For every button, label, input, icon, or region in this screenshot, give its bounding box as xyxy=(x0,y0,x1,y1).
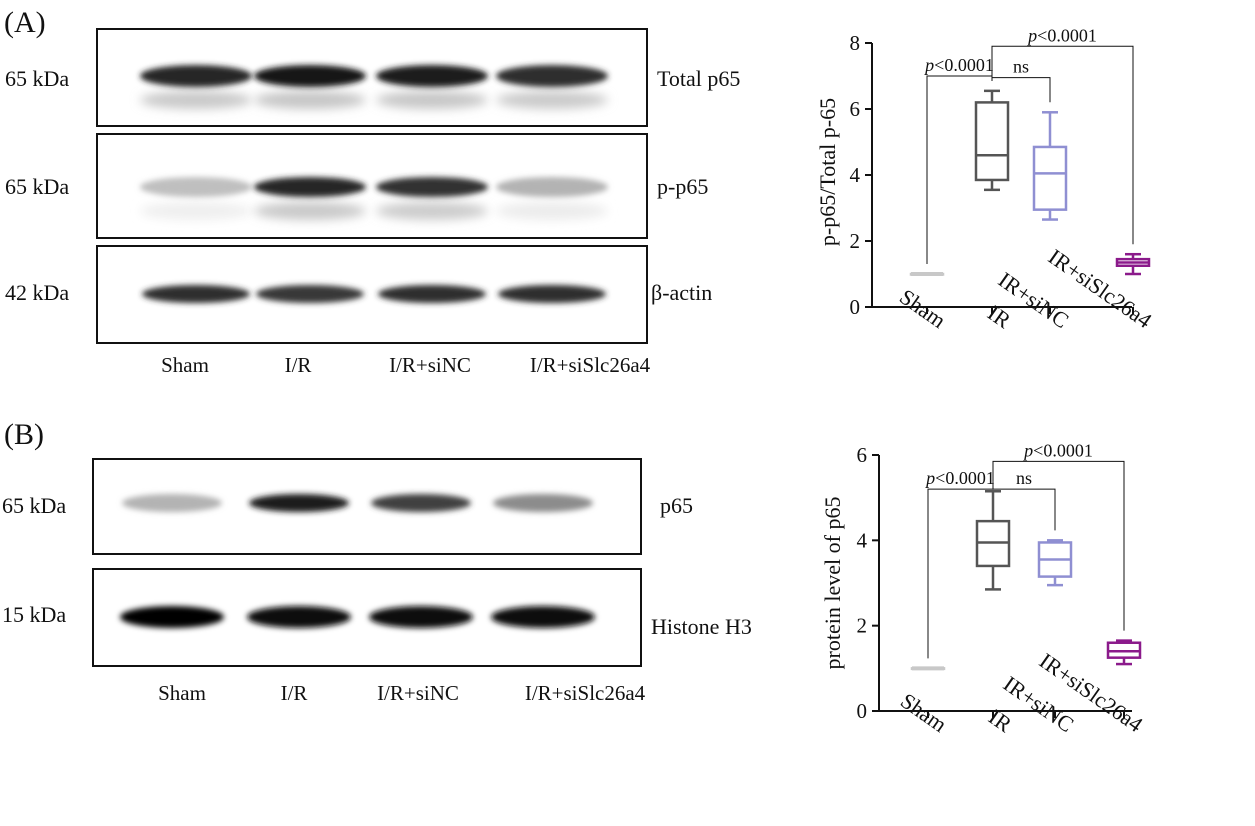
y-tick-label: 6 xyxy=(857,443,868,467)
lane-label: Sham xyxy=(161,353,209,377)
blot-band xyxy=(254,177,366,197)
blot-band xyxy=(122,494,222,512)
kda-label: 42 kDa xyxy=(5,280,69,305)
band-label: β-actin xyxy=(651,280,712,305)
panel-a-letter: (A) xyxy=(4,6,46,39)
blot-band xyxy=(491,606,595,628)
band-label: p65 xyxy=(660,493,693,518)
y-axis-label: protein level of p65 xyxy=(820,497,845,670)
significance-label: p<0.0001 xyxy=(1022,440,1093,460)
band-smear xyxy=(254,202,366,220)
y-tick-label: 0 xyxy=(857,699,868,723)
band-label: Histone H3 xyxy=(651,614,752,639)
kda-label: 15 kDa xyxy=(2,602,66,627)
blot-total-p65 xyxy=(96,28,648,127)
y-axis-label: p-p65/Total p-65 xyxy=(815,98,840,246)
lane-label: Sham xyxy=(158,681,206,705)
blot-p65 xyxy=(92,458,642,555)
significance-label: p<0.0001 xyxy=(1026,25,1097,45)
blot-band xyxy=(376,177,488,197)
blot-band xyxy=(496,177,608,197)
significance-label: ns xyxy=(1013,57,1029,77)
lane-label: I/R xyxy=(285,353,312,377)
y-tick-label: 2 xyxy=(850,229,861,253)
significance-bracket xyxy=(992,481,1056,531)
band-smear xyxy=(376,202,488,220)
blot-band xyxy=(249,494,349,512)
blot-histone-h3 xyxy=(92,568,642,667)
band-label: Total p65 xyxy=(657,66,740,91)
x-tick-label: Sham xyxy=(895,284,950,333)
blot-band xyxy=(254,65,366,87)
y-tick-label: 4 xyxy=(857,528,868,552)
significance-label: p<0.0001 xyxy=(923,55,994,75)
band-smear xyxy=(376,91,488,109)
blot-band xyxy=(140,177,252,197)
box-iqr xyxy=(974,101,1010,182)
blot-band xyxy=(376,65,488,87)
blot-band xyxy=(493,494,593,512)
x-tick-label: Sham xyxy=(896,688,951,737)
significance-bracket xyxy=(927,481,994,659)
kda-label: 65 kDa xyxy=(2,493,66,518)
blot-band xyxy=(369,606,473,628)
significance-label: p<0.0001 xyxy=(924,468,995,488)
blot-beta-actin xyxy=(96,245,648,344)
band-smear xyxy=(140,202,252,220)
lane-label: I/R+siNC xyxy=(377,681,459,705)
lane-label: I/R+siSlc26a4 xyxy=(530,353,651,377)
band-smear xyxy=(496,202,608,220)
y-tick-label: 6 xyxy=(850,97,861,121)
blot-band xyxy=(142,285,250,303)
kda-label: 65 kDa xyxy=(5,174,69,199)
blot-p-p65 xyxy=(96,133,648,239)
y-tick-label: 4 xyxy=(850,163,861,187)
blot-band xyxy=(120,606,224,628)
x-tick-label: IR xyxy=(984,704,1017,737)
x-tick-label: IR xyxy=(983,300,1016,333)
blot-band xyxy=(371,494,471,512)
blot-band xyxy=(140,65,252,87)
lane-label: I/R+siSlc26a4 xyxy=(525,681,646,705)
significance-bracket xyxy=(992,460,1125,631)
y-tick-label: 2 xyxy=(857,614,868,638)
significance-label: ns xyxy=(1016,468,1032,488)
band-smear xyxy=(496,91,608,109)
blot-band xyxy=(496,65,608,87)
band-smear xyxy=(140,91,252,109)
kda-label: 65 kDa xyxy=(5,66,69,91)
box-iqr xyxy=(1032,145,1068,211)
band-label: p-p65 xyxy=(657,174,708,199)
blot-band xyxy=(247,606,351,628)
blot-band xyxy=(256,285,364,303)
significance-bracket xyxy=(926,75,993,264)
blot-band xyxy=(498,285,606,303)
y-tick-label: 0 xyxy=(850,295,861,319)
panel-b-letter: (B) xyxy=(4,418,44,451)
significance-bracket xyxy=(991,77,1051,103)
significance-bracket xyxy=(991,45,1134,245)
lane-label: I/R+siNC xyxy=(389,353,471,377)
blot-band xyxy=(378,285,486,303)
band-smear xyxy=(254,91,366,109)
y-tick-label: 8 xyxy=(850,31,861,55)
lane-label: I/R xyxy=(281,681,308,705)
